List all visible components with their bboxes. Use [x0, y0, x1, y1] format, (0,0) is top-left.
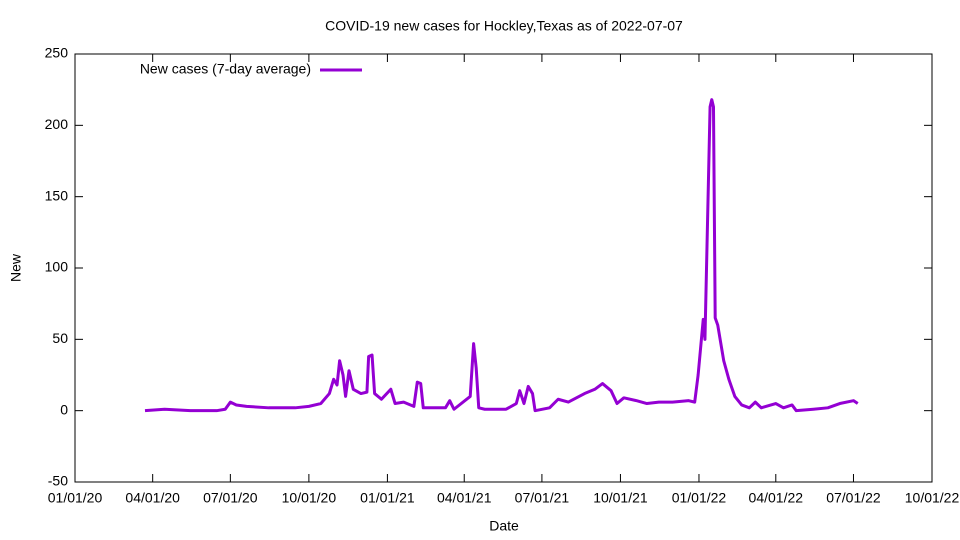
- y-tick-label: 50: [52, 330, 68, 346]
- x-tick-label: 10/01/21: [593, 490, 648, 506]
- x-tick-label: 10/01/20: [282, 490, 337, 506]
- x-tick-label: 10/01/22: [905, 490, 960, 506]
- legend-label: New cases (7-day average): [140, 61, 311, 77]
- y-tick-label: 100: [45, 259, 69, 275]
- y-tick-label: 200: [45, 116, 69, 132]
- x-tick-label: 01/01/21: [360, 490, 415, 506]
- y-tick-label: -50: [48, 473, 68, 489]
- y-tick-label: 0: [60, 401, 68, 417]
- x-tick-label: 04/01/21: [437, 490, 492, 506]
- x-tick-label: 01/01/20: [48, 490, 103, 506]
- x-axis-label: Date: [489, 518, 519, 534]
- x-tick-label: 04/01/20: [125, 490, 180, 506]
- x-tick-label: 07/01/21: [515, 490, 570, 506]
- x-tick-label: 01/01/22: [672, 490, 727, 506]
- y-tick-label: 250: [45, 45, 69, 61]
- plot-frame: [74, 53, 933, 483]
- x-tick-label: 04/01/22: [749, 490, 804, 506]
- chart-title: COVID-19 new cases for Hockley,Texas as …: [325, 18, 683, 34]
- x-tick-label: 07/01/20: [203, 490, 258, 506]
- y-axis-label: New: [8, 253, 24, 282]
- y-tick-label: 150: [45, 187, 69, 203]
- series-line: [144, 98, 859, 413]
- x-tick-label: 07/01/22: [826, 490, 881, 506]
